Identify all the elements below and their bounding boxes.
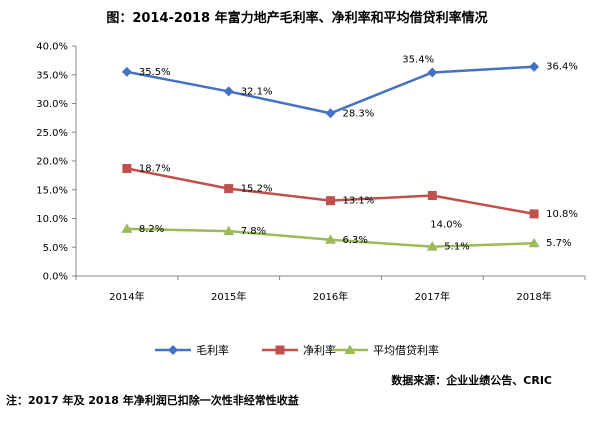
y-tick-label: 0.0% <box>43 272 68 283</box>
series-3 <box>121 223 540 251</box>
data-label: 28.3% <box>343 108 375 119</box>
legend-item-2: 净利率 <box>262 343 336 357</box>
data-point <box>325 108 336 119</box>
series-2 <box>122 163 539 219</box>
y-axis: 0.0% 5.0% 10.0% 15.0% 20.0% 25.0% 30.0% 35.0% 40… <box>36 42 77 283</box>
data-label: 18.7% <box>139 163 171 174</box>
data-label: 15.2% <box>241 184 273 195</box>
data-label: 5.1% <box>444 242 469 253</box>
y-tick-label: 15.0% <box>36 185 68 196</box>
data-point <box>427 191 437 200</box>
legend-item-1: 毛利率 <box>155 343 229 357</box>
data-label: 35.5% <box>139 67 171 78</box>
data-label: 14.0% <box>430 220 462 231</box>
data-label: 36.4% <box>546 62 578 73</box>
x-tick-label: 2016年 <box>313 290 348 303</box>
legend-marker <box>168 345 178 355</box>
y-tick-label: 40.0% <box>36 42 68 53</box>
legend-marker <box>344 344 356 354</box>
source-note: 数据来源：企业业绩公告、CRIC <box>391 373 552 387</box>
data-point <box>529 209 539 219</box>
legend-label: 毛利率 <box>196 343 229 357</box>
data-label: 32.1% <box>241 86 273 97</box>
data-point <box>121 223 133 233</box>
data-point <box>121 66 132 77</box>
x-tick-label: 2018年 <box>516 290 551 303</box>
legend: 毛利率 净利率 平均借贷利率 <box>155 343 439 357</box>
legend-label: 净利率 <box>303 343 336 357</box>
x-tick-label: 2014年 <box>109 290 144 303</box>
y-tick-label: 35.0% <box>36 70 68 81</box>
legend-marker <box>275 345 285 355</box>
chart-title: 图：2014-2018 年富力地产毛利率、净利率和平均借贷利率情况 <box>106 10 487 26</box>
data-point <box>224 184 234 194</box>
series-layer <box>121 61 540 251</box>
data-label: 6.3% <box>343 235 368 246</box>
y-tick-label: 25.0% <box>36 128 68 139</box>
series-1-line <box>126 65 535 115</box>
data-point <box>122 163 132 173</box>
data-point <box>529 61 540 72</box>
data-point <box>528 237 540 248</box>
data-label: 8.2% <box>139 224 164 235</box>
data-label: 7.8% <box>241 226 266 237</box>
y-tick-label: 10.0% <box>36 214 68 225</box>
series-2-line <box>126 167 535 216</box>
data-label: 13.1% <box>343 196 375 207</box>
y-tick-label: 20.0% <box>36 157 68 168</box>
x-tick-label: 2015年 <box>211 290 246 303</box>
data-label: 35.4% <box>402 54 434 65</box>
data-point <box>426 241 438 251</box>
data-point <box>223 86 234 97</box>
y-tick-label: 5.0% <box>43 243 68 254</box>
data-point <box>325 234 336 244</box>
data-point <box>223 225 235 236</box>
legend-label: 平均借贷利率 <box>373 343 439 357</box>
data-label: 5.7% <box>546 238 571 249</box>
series-1 <box>121 61 540 119</box>
y-tick-label: 30.0% <box>36 99 68 110</box>
x-axis: 2014年 2015年 2016年 2017年 2018年 <box>75 275 586 303</box>
legend-item-3: 平均借贷利率 <box>332 343 439 357</box>
data-labels: 35.5% 32.1% 28.3% 35.4% 36.4% 18.7% 15.2% 13.1%… <box>139 54 578 252</box>
footnote: 注：2017 年及 2018 年净利润已扣除一次性非经常性收益 <box>6 393 299 407</box>
x-tick-label: 2017年 <box>415 290 450 303</box>
data-point <box>427 67 438 78</box>
data-label: 10.8% <box>546 209 578 220</box>
data-point <box>326 196 335 206</box>
